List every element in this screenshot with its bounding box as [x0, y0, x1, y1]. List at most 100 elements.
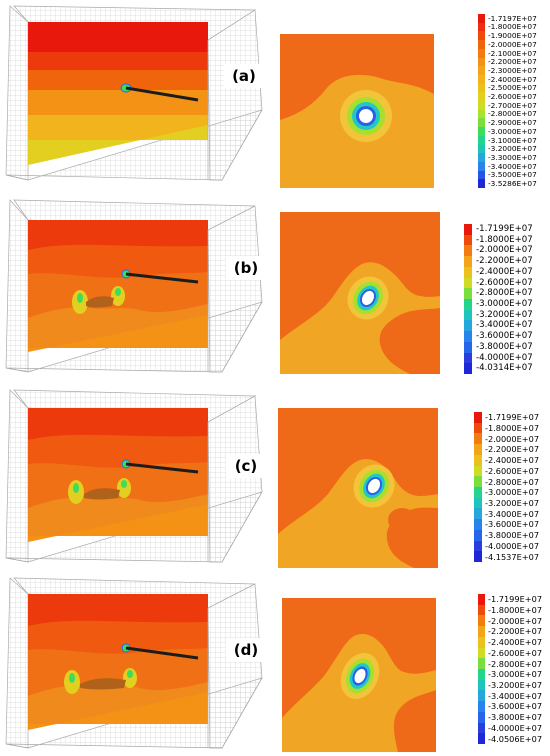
legend-swatch: [474, 529, 482, 542]
legend-label: -3.3000E+07: [488, 152, 537, 162]
legend-swatch: [474, 508, 482, 520]
legend-swatch: [478, 127, 485, 137]
legend-label: -3.8000E+07: [485, 530, 540, 541]
plan-contour: [278, 408, 438, 568]
panel-d: (d) -1.7199E+07 -1.8000E+07 -2.0000E+07 -2.…: [0, 572, 550, 756]
legend-swatch: [478, 733, 485, 745]
legend-swatch: [478, 144, 485, 154]
legend-swatch: [464, 320, 472, 332]
legend-label: -1.7199E+07: [476, 224, 533, 235]
legend-label: -1.8000E+07: [488, 22, 537, 32]
color-legend: -1.7199E+07 -1.8000E+07 -2.0000E+07 -2.2000…: [474, 412, 550, 563]
legend-swatch: [478, 594, 485, 606]
legend-label: -2.0000E+07: [476, 245, 533, 256]
legend-label: -2.5000E+07: [488, 83, 537, 93]
legend-label: -3.2000E+07: [485, 497, 540, 508]
legend-swatch: [474, 422, 482, 434]
legend-label: -3.0000E+07: [488, 126, 537, 136]
legend-swatch: [478, 109, 485, 119]
legend-swatch: [474, 497, 482, 509]
panel-c: (c) -1.7199E+07 -1.8000E+07 -2.0000E+07 -2.…: [0, 382, 550, 572]
legend-swatch: [478, 636, 485, 649]
legend-swatch: [478, 40, 485, 50]
legend-swatch: [478, 14, 485, 24]
legend-swatch: [464, 266, 472, 279]
legend-label: -2.2000E+07: [485, 444, 540, 455]
legend-label: -3.6000E+07: [476, 331, 533, 342]
legend-swatch: [478, 658, 485, 670]
legend-label: -2.7000E+07: [488, 100, 537, 110]
anchor-bolt: [125, 272, 199, 284]
panel-label: (c): [226, 454, 266, 478]
plan-contour: [280, 212, 440, 374]
legend-swatch: [464, 224, 472, 236]
legend-label: -2.8000E+07: [485, 476, 540, 487]
legend-label: -2.4000E+07: [488, 74, 537, 84]
legend-label: -2.6000E+07: [485, 465, 540, 476]
legend-label: -2.8000E+07: [488, 109, 537, 119]
legend-swatch: [464, 363, 472, 375]
color-legend: -1.7199E+07 -1.8000E+07 -2.0000E+07 -2.2000…: [464, 224, 550, 375]
legend-swatch: [478, 83, 485, 93]
stress-face: [28, 22, 208, 165]
model-3d-view: [5, 389, 263, 563]
legend-label: -2.0000E+07: [485, 433, 540, 444]
legend-swatch: [474, 551, 482, 563]
legend-label: -4.0506E+07: [488, 733, 543, 744]
legend-swatch: [478, 604, 485, 616]
legend-label: -2.4000E+07: [485, 455, 540, 466]
legend-swatch: [478, 118, 485, 128]
legend-label: -2.2000E+07: [488, 626, 543, 637]
legend-swatch: [464, 277, 472, 289]
legend-label: -2.8000E+07: [476, 288, 533, 299]
legend-swatch: [474, 519, 482, 531]
stress-face: [28, 220, 208, 352]
legend-swatch: [474, 454, 482, 467]
legend-label: -2.8000E+07: [488, 658, 543, 669]
legend-label: -3.4000E+07: [488, 690, 543, 701]
legend-swatch: [478, 153, 485, 163]
legend-swatch: [478, 679, 485, 691]
anchor-bolt: [125, 646, 199, 660]
legend-swatch: [478, 92, 485, 102]
legend-label: -1.8000E+07: [476, 234, 533, 245]
legend-swatch: [478, 690, 485, 702]
legend-swatch: [464, 331, 472, 343]
legend-label: -2.4000E+07: [476, 266, 533, 277]
model-3d-view: [5, 199, 263, 373]
legend-label: -3.0000E+07: [485, 487, 540, 498]
legend-swatch: [478, 161, 485, 172]
panel-a: (a) -1.7197E+07 -1.8000E+07 -1.9000E+07 -2.…: [0, 0, 550, 190]
legend-label: -2.6000E+07: [476, 277, 533, 288]
legend-label: -1.8000E+07: [485, 422, 540, 433]
legend-label: -3.5286E+07: [488, 179, 537, 189]
legend-swatch: [464, 256, 472, 268]
legend-swatch: [464, 299, 472, 311]
legend-label: -1.7199E+07: [485, 412, 540, 423]
legend-swatch: [474, 465, 482, 477]
model-3d-view: [5, 577, 263, 749]
legend-swatch: [478, 179, 485, 189]
legend-swatch: [478, 722, 485, 734]
legend-label: -3.5000E+07: [488, 170, 537, 180]
legend-label: -3.6000E+07: [485, 519, 540, 530]
legend-swatch: [478, 170, 485, 180]
legend-label: -3.0000E+07: [488, 669, 543, 680]
legend-label: -4.0000E+07: [485, 540, 540, 551]
legend-label: -2.2000E+07: [476, 256, 533, 267]
legend-label: -3.2000E+07: [488, 144, 537, 154]
legend-swatch: [464, 352, 472, 364]
legend-label: -2.4000E+07: [488, 637, 543, 648]
legend-label: -1.7197E+07: [488, 13, 537, 23]
legend-label: -4.0314E+07: [476, 363, 533, 374]
legend-label: -3.2000E+07: [488, 679, 543, 690]
legend-swatch: [478, 101, 485, 111]
legend-swatch: [478, 626, 485, 638]
legend-swatch: [474, 540, 482, 552]
color-legend: -1.7197E+07 -1.8000E+07 -1.9000E+07 -2.0000…: [478, 13, 550, 189]
legend-label: -3.4000E+07: [476, 320, 533, 331]
legend-swatch: [474, 487, 482, 499]
legend-label: -3.4000E+07: [488, 161, 537, 171]
legend-label: -4.0000E+07: [476, 352, 533, 363]
legend-label: -3.2000E+07: [476, 309, 533, 320]
